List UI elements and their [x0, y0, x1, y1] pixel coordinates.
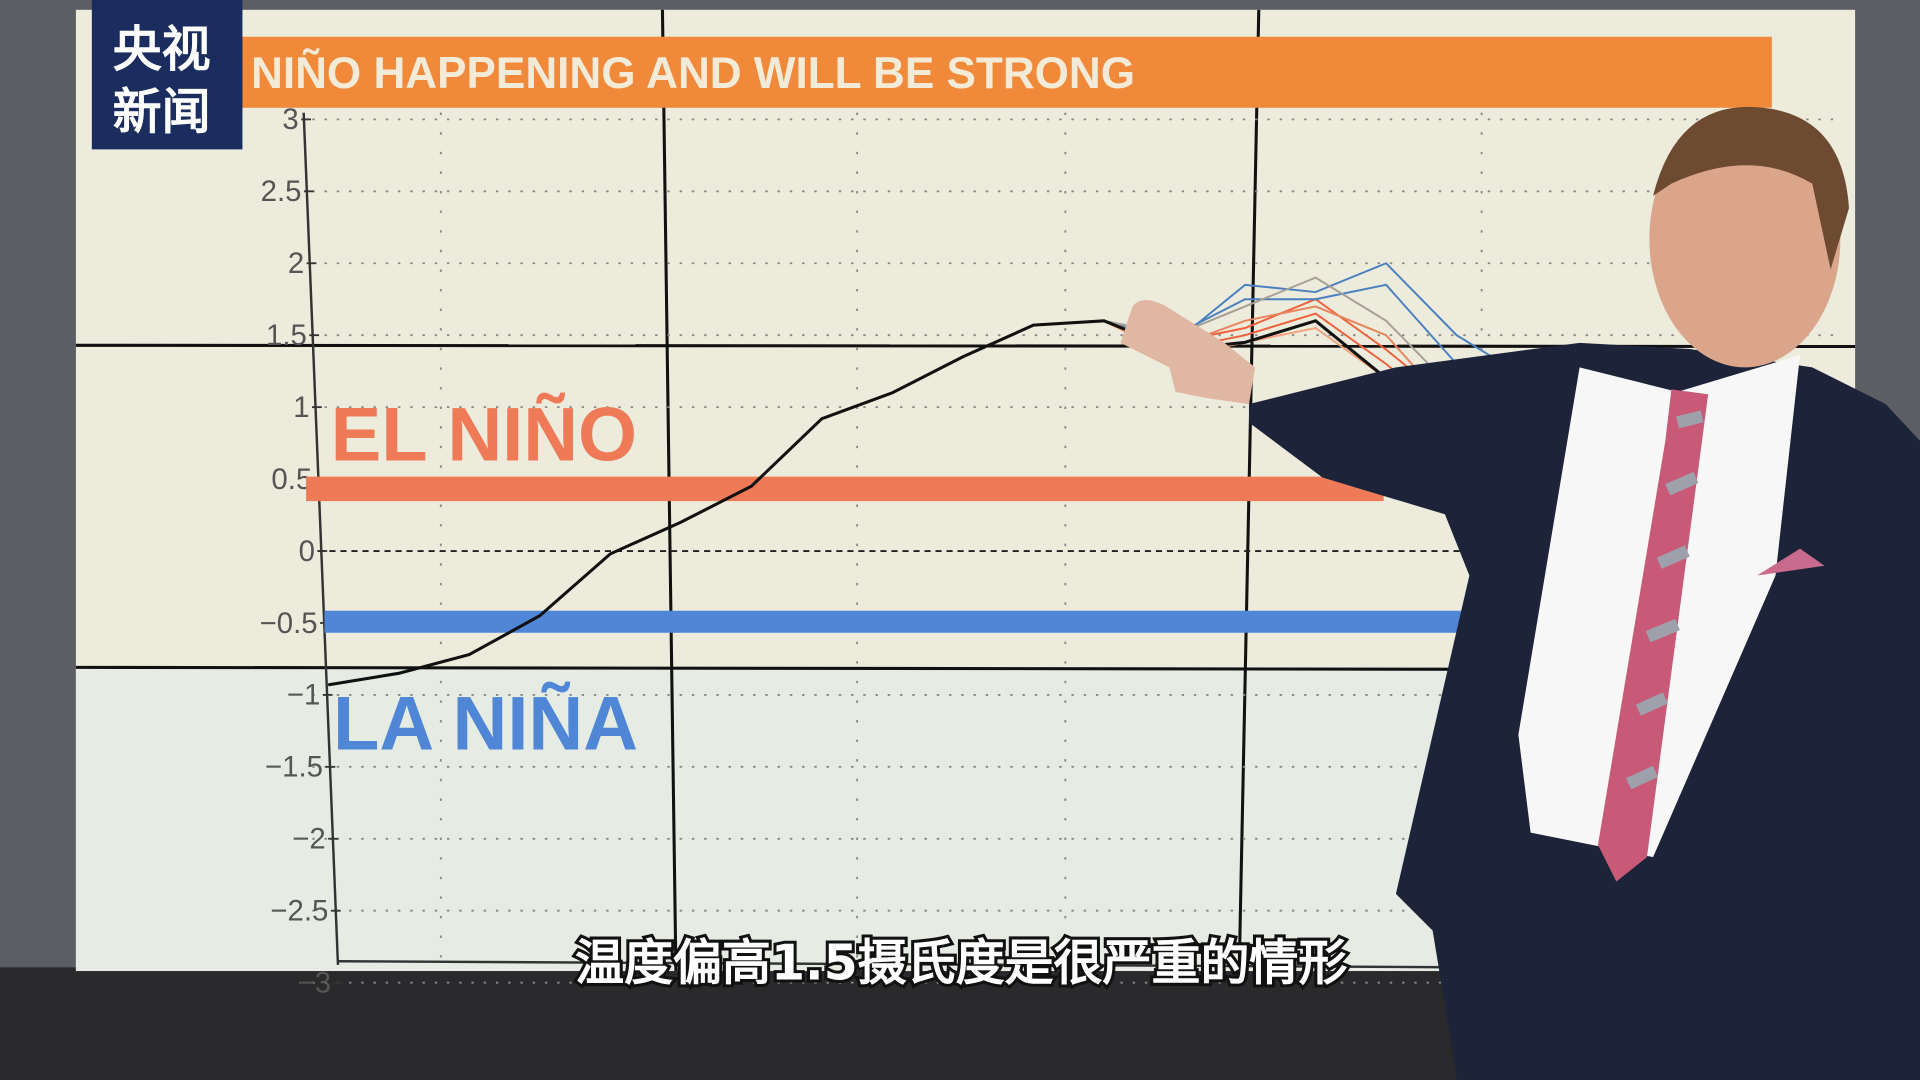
- y-tick-label: −3: [298, 966, 331, 999]
- presenter: [1120, 106, 1920, 1080]
- y-tick-label: −1.5: [265, 751, 323, 784]
- y-tick-label: −0.5: [260, 607, 318, 640]
- x-axis: [337, 960, 1470, 969]
- y-tick-label: −1: [287, 679, 321, 712]
- pocket-square: [1757, 548, 1825, 576]
- observed-line: [327, 319, 1458, 687]
- la-nina-threshold-band: [324, 610, 1482, 633]
- el-nino-threshold-band: [306, 476, 1384, 502]
- subtitle-caption: 温度偏高1.5摄氏度是很严重的情形: [575, 935, 1347, 992]
- y-tick-label: 1.5: [266, 319, 307, 352]
- title-bar: [238, 36, 1772, 108]
- y-tick-label: −2.5: [270, 895, 328, 928]
- cctv-news-logo: 央视 新闻: [91, 0, 243, 150]
- y-tick-label: 0.5: [271, 463, 312, 496]
- necktie-stripes: [1626, 410, 1704, 790]
- y-tick-label: 2.5: [261, 175, 302, 208]
- y-axis: [302, 112, 340, 965]
- presenter-hand: [1120, 300, 1256, 405]
- y-tick-label: 1: [293, 391, 309, 424]
- y-tick-label: 3: [282, 103, 298, 136]
- la-nina-label: LA NIÑA: [333, 681, 638, 766]
- chart-title: NIÑO HAPPENING AND WILL BE STRONG: [251, 48, 1135, 98]
- logo-line1: 央视: [113, 21, 211, 78]
- logo-line2: 新闻: [113, 84, 211, 141]
- presenter-hair: [1653, 106, 1849, 270]
- el-nino-label: EL NIÑO: [331, 392, 637, 477]
- y-tick-label: 2: [288, 247, 304, 280]
- presenter-head: [1649, 110, 1841, 368]
- y-tick-label: 0: [299, 535, 315, 568]
- y-tick-label: −2: [292, 823, 326, 856]
